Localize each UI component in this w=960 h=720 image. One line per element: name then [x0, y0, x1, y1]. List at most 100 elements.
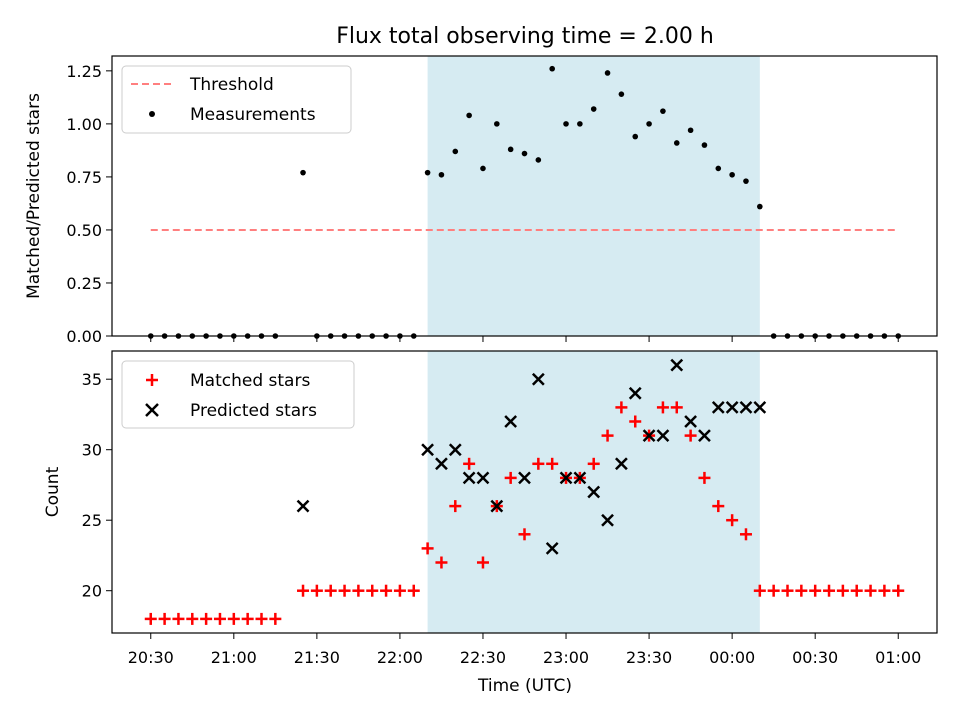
- measurement-point: [590, 106, 597, 112]
- matched-star-point: [172, 612, 185, 625]
- top-y-axis: 0.00 0.25 0.50 0.75 1.00 1.25: [66, 62, 112, 346]
- bottom-legend: Matched stars Predicted stars: [121, 360, 355, 429]
- matched-points: [144, 401, 905, 625]
- matched-star-point: [241, 612, 254, 625]
- matched-star-point: [518, 528, 531, 541]
- bottom-y-axis: 20 25 30 35: [82, 370, 112, 601]
- measurement-point: [687, 127, 694, 134]
- legend-predicted-label: Predicted stars: [190, 401, 317, 421]
- bottom-y-tick-label: 35: [82, 370, 102, 389]
- matched-star-point: [297, 584, 310, 597]
- legend-matched-label: Matched stars: [190, 371, 310, 391]
- predicted-star-point: [462, 471, 476, 485]
- predicted-star-point: [656, 429, 670, 442]
- predicted-star-point: [725, 401, 739, 414]
- matched-star-point: [227, 612, 240, 625]
- measurement-point: [715, 165, 722, 172]
- measurement-point: [729, 171, 735, 178]
- predicted-star-point: [587, 485, 601, 499]
- matched-star-point: [352, 584, 365, 597]
- measurement-point: [507, 146, 514, 153]
- matched-star-point: [823, 584, 836, 597]
- measurement-point: [701, 142, 708, 148]
- matched-star-point: [463, 457, 476, 470]
- matched-star-point: [864, 584, 877, 597]
- bottom-y-tick-label: 30: [82, 441, 102, 460]
- matched-star-point: [144, 612, 157, 625]
- top-y-tick-label: 0.00: [66, 327, 102, 346]
- predicted-star-point: [573, 471, 587, 485]
- matched-star-point: [158, 612, 171, 625]
- measurement-point: [632, 133, 639, 140]
- top-panel: 0.00 0.25 0.50 0.75 1.00 1.25 Matched/Predict…: [24, 55, 938, 346]
- measurement-point: [757, 203, 763, 210]
- predicted-star-point: [628, 386, 642, 400]
- measurement-point: [521, 150, 528, 157]
- matched-star-point: [629, 415, 642, 428]
- bottom-x-tick-label: 23:30: [626, 648, 672, 667]
- predicted-star-point: [518, 471, 531, 485]
- bottom-x-tick-label: 22:00: [377, 648, 423, 667]
- measurement-point: [549, 65, 555, 72]
- matched-star-point: [781, 584, 794, 597]
- predicted-star-point: [435, 457, 448, 471]
- matched-star-point: [712, 500, 725, 513]
- predicted-star-point: [476, 471, 490, 485]
- predicted-star-point: [531, 372, 545, 386]
- matched-star-point: [795, 584, 808, 597]
- measurement-point: [646, 121, 652, 127]
- predicted-star-point: [711, 401, 725, 414]
- bottom-x-tick-label: 01:00: [875, 648, 921, 667]
- legend-predicted-swatch: [145, 403, 159, 417]
- predicted-star-point: [698, 429, 711, 442]
- predicted-star-point: [670, 358, 684, 372]
- matched-star-point: [449, 500, 462, 513]
- bottom-x-tick-label: 22:30: [460, 648, 506, 667]
- measurement-point: [494, 121, 500, 127]
- measurement-point: [438, 171, 445, 178]
- matched-star-point: [726, 514, 739, 527]
- matched-star-point: [615, 401, 628, 414]
- matched-star-point: [532, 457, 545, 470]
- measurement-point: [673, 140, 680, 146]
- matched-star-point: [587, 457, 600, 470]
- measurement-point: [535, 157, 542, 163]
- matched-star-point: [380, 584, 393, 597]
- top-shaded-span: [427, 56, 760, 336]
- measurement-point: [563, 121, 569, 127]
- legend-matched-swatch: [146, 374, 158, 386]
- matched-star-point: [338, 584, 351, 597]
- matched-star-point: [366, 584, 379, 597]
- matched-star-point: [850, 584, 863, 597]
- measurement-point: [743, 178, 749, 184]
- matched-star-point: [656, 401, 669, 414]
- bottom-y-tick-label: 25: [82, 511, 102, 530]
- matched-star-point: [213, 612, 226, 625]
- matched-star-point: [684, 429, 697, 442]
- measurement-point: [300, 169, 306, 176]
- predicted-star-point: [684, 415, 697, 428]
- matched-star-point: [878, 584, 891, 597]
- matched-star-point: [546, 457, 559, 470]
- matched-star-point: [269, 612, 282, 625]
- measurement-point: [452, 148, 459, 155]
- predicted-star-point: [448, 443, 462, 457]
- measurement-point: [604, 70, 611, 76]
- top-y-tick-label: 0.75: [66, 168, 102, 187]
- legend-measurement-label: Measurements: [190, 105, 316, 125]
- matched-star-point: [753, 584, 766, 597]
- matched-star-point: [476, 556, 489, 569]
- top-y-tick-label: 0.50: [66, 221, 102, 240]
- measurement-point: [577, 121, 583, 127]
- predicted-star-point: [601, 513, 614, 527]
- bottom-x-tick-label: 00:30: [792, 648, 838, 667]
- bottom-legend-box: [121, 360, 355, 429]
- matched-star-point: [421, 542, 434, 555]
- matched-star-point: [324, 584, 337, 597]
- matched-star-point: [670, 401, 683, 414]
- top-legend: Threshold Measurements: [121, 65, 352, 134]
- top-y-tick-label: 0.25: [66, 274, 102, 293]
- legend-threshold-label: Threshold: [189, 75, 274, 95]
- chart-title: Flux total observing time = 2.00 h: [336, 24, 714, 49]
